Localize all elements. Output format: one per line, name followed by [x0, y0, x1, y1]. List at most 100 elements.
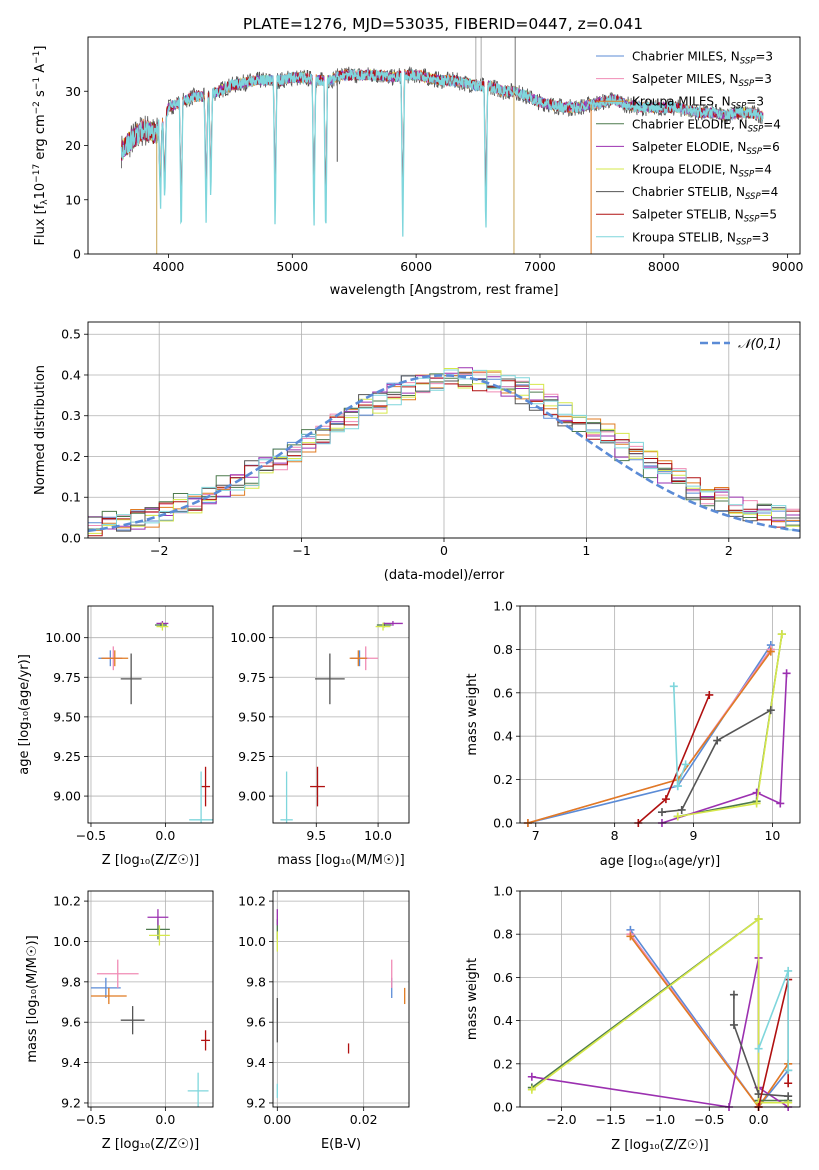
- x-tick-label: −1: [292, 543, 310, 558]
- x-tick-label: −0.5: [694, 1112, 724, 1127]
- x-tick-label: 2: [725, 543, 733, 558]
- x-axis-label: age [log₁₀(age/yr)]: [600, 854, 721, 869]
- massweight-series: [523, 630, 791, 827]
- series-kroupa-elodie-marker: [754, 915, 763, 924]
- legend-label: Salpeter MILES, NSSP=3: [632, 72, 772, 89]
- x-axis-label: (data-model)/error: [384, 568, 505, 583]
- x-tick-label: −2.0: [546, 1112, 576, 1127]
- x-tick-label: 8: [611, 828, 619, 843]
- legend-label: Chabrier ELODIE, NSSP=4: [632, 117, 781, 134]
- series-kroupa-stelib-marker: [754, 1044, 763, 1053]
- spectrum-legend: Chabrier MILES, NSSP=3 Salpeter MILES, NS…: [596, 50, 781, 247]
- x-tick-label: −0.5: [76, 1112, 106, 1127]
- y-tick-label: 0.4: [61, 367, 81, 382]
- series-kroupa-stelib-marker: [784, 1066, 793, 1075]
- y-tick-label: 0.4: [493, 729, 513, 744]
- residuals-axes: −2 −1 0 1 2 0.0 0.1 0.2 0.3 0.4 0.5 (data-model)/er…: [33, 321, 801, 583]
- y-axis-label: Normed distribution: [33, 365, 48, 495]
- legend-label: Chabrier STELIB, NSSP=4: [632, 185, 778, 202]
- x-tick-label: −1.5: [596, 1112, 626, 1127]
- errorbar-points: [280, 621, 403, 823]
- series-chabrier-miles: [527, 644, 772, 824]
- series-kroupa-elodie-marker: [777, 630, 786, 639]
- y-tick-label: 9.6: [246, 1015, 266, 1030]
- y-tick-label: 9.8: [61, 974, 81, 989]
- x-tick-label: 4000: [153, 259, 185, 274]
- x-tick-label: −1.0: [645, 1112, 675, 1127]
- y-tick-label: 0.6: [493, 970, 513, 985]
- y-tick-label: 0.0: [493, 816, 513, 831]
- y-tick-label: 10.00: [45, 630, 81, 645]
- x-axis-label: wavelength [Angstrom, rest frame]: [330, 283, 559, 298]
- series-chabrier-stelib: [661, 709, 772, 813]
- y-tick-label: 9.75: [53, 670, 81, 685]
- spectrum-series-chabrier-stelib: [121, 66, 764, 200]
- y-tick-label: 0.0: [61, 531, 81, 546]
- y-tick-label: 9.50: [238, 709, 266, 724]
- y-tick-label: 10.00: [230, 630, 266, 645]
- legend-label: Salpeter ELODIE, NSSP=6: [632, 140, 780, 157]
- x-tick-label: 10.0: [364, 828, 392, 843]
- x-tick-label: 9: [690, 828, 698, 843]
- y-tick-label: 10: [65, 192, 81, 207]
- axes-frame: [87, 605, 214, 824]
- y-tick-label: 20: [65, 138, 81, 153]
- series-kroupa-elodie: [531, 917, 789, 1104]
- x-tick-label: 10: [764, 828, 780, 843]
- y-tick-label: 9.6: [61, 1015, 81, 1030]
- legend-label: Salpeter STELIB, NSSP=5: [632, 208, 777, 225]
- figure-title: PLATE=1276, MJD=53035, FIBERID=0447, z=0…: [243, 15, 643, 33]
- x-tick-label: 0.02: [350, 1112, 378, 1127]
- y-tick-label: 9.25: [53, 749, 81, 764]
- spectrum-axes: 4000 5000 6000 7000 8000 9000 0 10 20 30 wavelengt…: [32, 36, 804, 298]
- series-chabrier-stelib-marker: [729, 1020, 738, 1029]
- x-axis-label: E(B-V): [321, 1137, 361, 1152]
- y-tick-label: 10.0: [53, 934, 81, 949]
- errorbar-points: [98, 621, 213, 823]
- x-tick-label: 7: [532, 828, 540, 843]
- histogram-kroupa-stelib: [88, 369, 800, 537]
- y-tick-label: 0.2: [493, 1056, 513, 1071]
- series-chabrier-stelib-marker: [784, 1092, 793, 1101]
- massweight_vs_Z-axes: −2.0 −1.5 −1.0 −0.5 0.0 0.0 0.2 0.4 0.6 0.8 1.0 Z […: [465, 884, 801, 1153]
- y-tick-label: 9.2: [246, 1095, 266, 1110]
- errorbar-points: [90, 909, 211, 1107]
- age_vs_Z-axes: −0.5 0.0 9.00 9.25 9.50 9.75 10.00 Z [log₁₀(Z/Z…: [17, 605, 214, 868]
- series-chabrier-stelib-marker: [657, 808, 666, 817]
- x-tick-label: 0.00: [263, 1112, 291, 1127]
- legend-label: Chabrier MILES, NSSP=3: [632, 50, 773, 67]
- series-kroupa-miles-marker: [626, 932, 635, 941]
- y-tick-label: 0.2: [493, 772, 513, 787]
- y-tick-label: 0.3: [61, 408, 81, 423]
- x-tick-label: 8000: [648, 259, 680, 274]
- y-tick-label: 10.2: [53, 894, 81, 909]
- x-tick-label: 0.0: [155, 1112, 175, 1127]
- x-tick-label: 0.0: [749, 1112, 769, 1127]
- massweight_vs_age-axes: 7 8 9 10 0.0 0.2 0.4 0.6 0.8 1.0 age [log₁₀(age/yr…: [465, 599, 801, 869]
- y-axis-label: age [log₁₀(age/yr)]: [17, 654, 32, 775]
- axes-frame: [272, 605, 410, 824]
- series-salpeter-elodie-marker: [527, 1072, 536, 1081]
- series-chabrier-stelib-marker: [713, 736, 722, 745]
- y-axis-label: mass [log₁₀(M/M☉)]: [25, 935, 40, 1062]
- y-tick-label: 0.4: [493, 1013, 513, 1028]
- x-tick-label: 1: [582, 543, 590, 558]
- x-tick-label: −2: [150, 543, 168, 558]
- series-chabrier-stelib-marker: [677, 805, 686, 814]
- x-axis-label: Z [log₁₀(Z/Z☉)]: [102, 853, 199, 868]
- x-axis-label: Z [log₁₀(Z/Z☉)]: [611, 1138, 708, 1153]
- axes-frame: [87, 890, 214, 1108]
- x-tick-label: 9.5: [306, 828, 326, 843]
- y-tick-label: 1.0: [493, 884, 513, 899]
- x-axis-label: Z [log₁₀(Z/Z☉)]: [102, 1137, 199, 1152]
- y-tick-label: 0.8: [493, 927, 513, 942]
- x-tick-label: 0.0: [155, 828, 175, 843]
- legend-label: Kroupa STELIB, NSSP=3: [632, 230, 769, 247]
- y-tick-label: 9.75: [238, 670, 266, 685]
- y-tick-label: 10.0: [238, 934, 266, 949]
- spectrum-series-kroupa-stelib: [120, 68, 764, 237]
- mass_vs_ebv-axes: 0.00 0.02 9.2 9.4 9.6 9.8 10.0 10.2 E(B-V): [238, 890, 410, 1152]
- series-salpeter-stelib-marker: [705, 690, 714, 699]
- series-kroupa-stelib-marker: [669, 682, 678, 691]
- x-tick-label: 7000: [524, 259, 556, 274]
